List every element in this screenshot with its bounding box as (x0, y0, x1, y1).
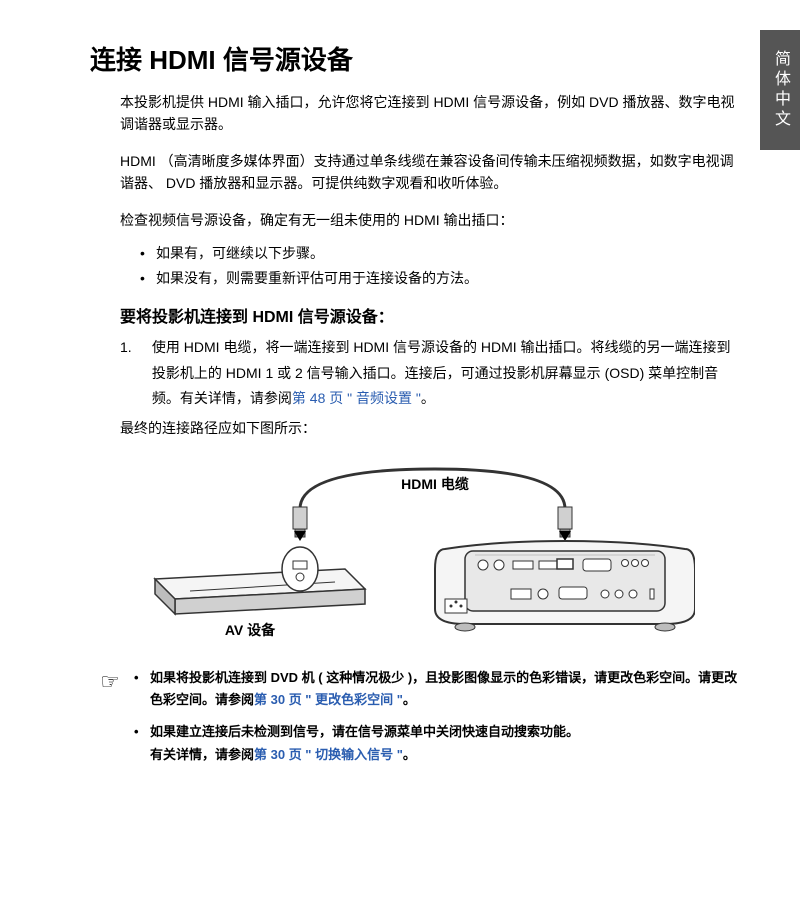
paragraph-intro-2: HDMI （高清晰度多媒体界面）支持通过单条线缆在兼容设备间传输未压缩视频数据，… (120, 150, 740, 195)
av-device-label: AV 设备 (225, 622, 276, 638)
switch-input-link[interactable]: 第 30 页 " 切换输入信号 " (254, 747, 403, 762)
note-1: 如果将投影机连接到 DVD 机 ( 这种情况极少 )，且投影图像显示的色彩错误，… (134, 667, 740, 711)
step-1: 1. 使用 HDMI 电缆，将一端连接到 HDMI 信号源设备的 HDMI 输出… (120, 335, 740, 411)
projector-device (435, 541, 695, 631)
paragraph-check: 检查视频信号源设备，确定有无一组未使用的 HDMI 输出插口： (120, 209, 740, 231)
bullet-item-2: 如果没有，则需要重新评估可用于连接设备的方法。 (140, 266, 740, 291)
page-title: 连接 HDMI 信号源设备 (90, 40, 740, 77)
av-device (155, 547, 365, 614)
pointing-hand-icon: ☞ (90, 667, 130, 695)
subheading: 要将投影机连接到 HDMI 信号源设备： (120, 303, 740, 327)
step-1-text-a: 使用 HDMI 电缆，将一端连接到 HDMI 信号源设备的 HDMI 输出插口。… (152, 339, 731, 405)
step-1-number: 1. (120, 335, 148, 360)
language-tab: 简体中文 (760, 30, 800, 150)
paragraph-intro-1: 本投影机提供 HDMI 输入插口，允许您将它连接到 HDMI 信号源设备，例如 … (120, 91, 740, 136)
final-path-text: 最终的连接路径应如下图所示： (120, 417, 740, 439)
cable-label: HDMI 电缆 (401, 476, 469, 492)
bullet-item-1: 如果有，可继续以下步骤。 (140, 241, 740, 266)
audio-settings-link[interactable]: 第 48 页 " 音频设置 " (292, 390, 421, 406)
step-1-text-b: 。 (421, 390, 435, 406)
color-space-link[interactable]: 第 30 页 " 更改色彩空间 " (254, 692, 403, 707)
note-2: 如果建立连接后未检测到信号，请在信号源菜单中关闭快速自动搜索功能。 有关详情，请… (134, 721, 740, 765)
connection-diagram: HDMI 电缆 (135, 449, 695, 649)
bullet-list: 如果有，可继续以下步骤。 如果没有，则需要重新评估可用于连接设备的方法。 (140, 241, 740, 291)
